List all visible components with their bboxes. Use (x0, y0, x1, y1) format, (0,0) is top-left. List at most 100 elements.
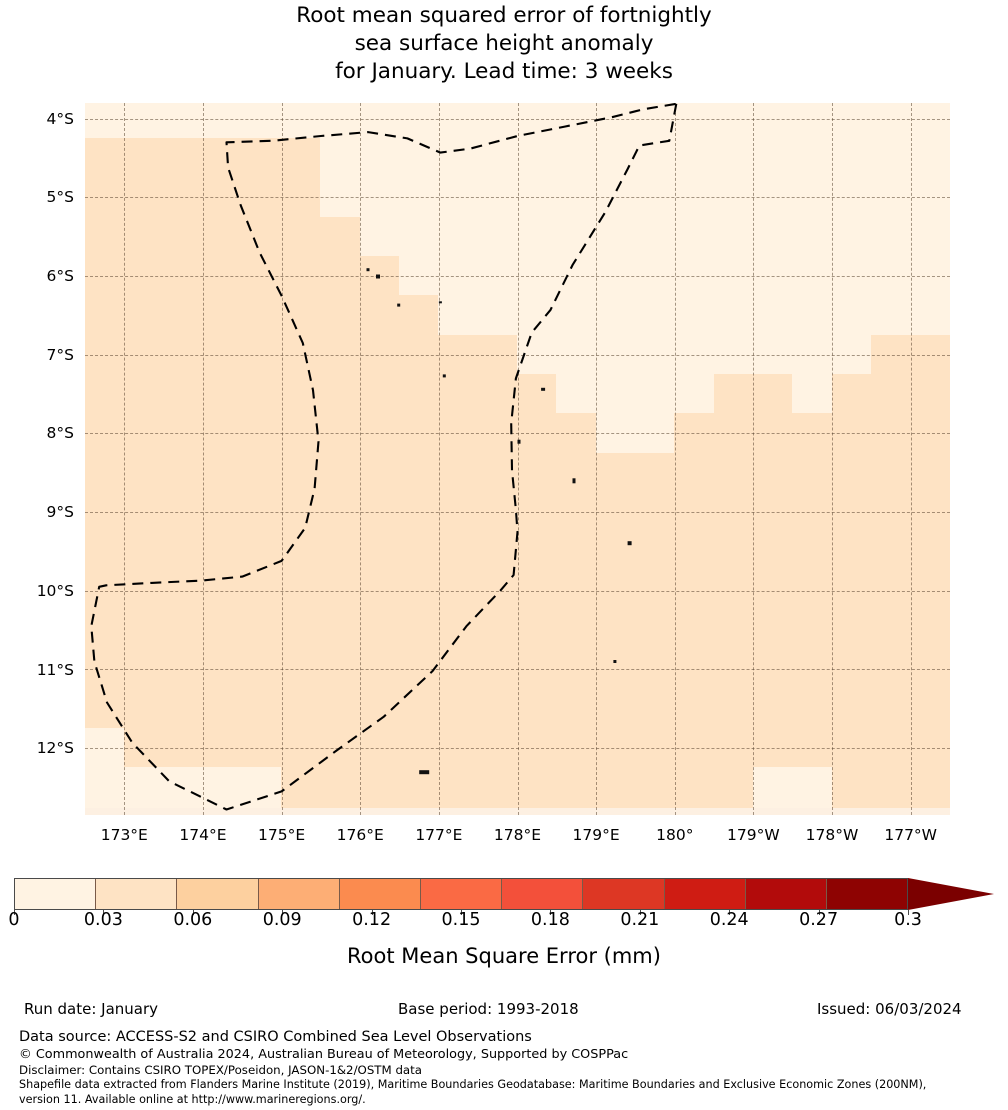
colorbar-tick-mark (729, 910, 731, 915)
colorbar-band[interactable] (177, 879, 259, 909)
colorbar-band[interactable] (583, 879, 665, 909)
colorbar[interactable] (14, 878, 994, 915)
raster-cell (595, 103, 636, 139)
raster-cell (674, 334, 715, 375)
raster-cell (556, 727, 597, 769)
raster-cell (831, 649, 872, 690)
raster-cell (438, 373, 479, 415)
raster-cell (359, 531, 401, 572)
x-axis-tick-label: 173°E (100, 826, 148, 844)
raster-cell (320, 609, 361, 651)
raster-cell (792, 177, 833, 218)
raster-cell (399, 334, 440, 375)
raster-cell (202, 255, 243, 297)
raster-cell (241, 334, 283, 375)
colorbar-band[interactable] (745, 879, 827, 909)
raster-cell (517, 103, 558, 139)
raster-cell (517, 727, 558, 769)
raster-cell (713, 216, 754, 257)
issued-date-text: Issued: 06/03/2024 (817, 1000, 962, 1018)
raster-cell (123, 255, 165, 297)
colorbar-band[interactable] (258, 879, 340, 909)
raster-cell (320, 767, 361, 808)
raster-cell (320, 452, 361, 493)
raster-cell (241, 413, 283, 454)
raster-cell (713, 609, 754, 651)
colorbar-tick-label: 0 (8, 910, 20, 930)
colorbar-bands[interactable] (14, 878, 908, 910)
raster-cell (359, 373, 401, 415)
raster-cell (85, 767, 125, 808)
raster-cell (792, 373, 833, 415)
raster-cell (85, 727, 125, 769)
raster-cell (556, 334, 597, 375)
raster-cell (713, 103, 754, 139)
raster-cell (438, 216, 479, 257)
colorbar-tick-mark (461, 910, 462, 915)
raster-cell (85, 413, 125, 454)
raster-cell (556, 413, 597, 454)
raster-cell (163, 103, 204, 139)
raster-cell (910, 295, 950, 336)
raster-cell (85, 373, 125, 415)
raster-cell (634, 649, 676, 690)
raster-cell (910, 649, 950, 690)
colorbar-tick-mark (103, 910, 105, 915)
raster-cell (870, 177, 912, 218)
raster-cell (674, 531, 715, 572)
raster-cell (792, 531, 833, 572)
raster-cell (438, 255, 479, 297)
raster-cell (713, 295, 754, 336)
colorbar-band[interactable] (826, 879, 908, 909)
raster-cell (556, 688, 597, 729)
raster-cell (517, 531, 558, 572)
raster-cell (359, 295, 401, 336)
raster-cell (163, 413, 204, 454)
raster-cell (870, 413, 912, 454)
raster-cell (674, 255, 715, 297)
raster-cell (870, 295, 912, 336)
colorbar-tick-mark (14, 910, 15, 915)
raster-cell (792, 767, 833, 808)
raster-cell (792, 452, 833, 493)
raster-cell (831, 727, 872, 769)
raster-cell (792, 413, 833, 454)
raster-cell (123, 609, 165, 651)
raster-cell (634, 137, 676, 179)
colorbar-band[interactable] (502, 879, 584, 909)
colorbar-band[interactable] (664, 879, 746, 909)
raster-cell (752, 767, 794, 808)
raster-cell (163, 137, 204, 179)
colorbar-band[interactable] (15, 879, 97, 909)
raster-cell (281, 727, 322, 769)
colorbar-tick-mark (282, 910, 284, 915)
raster-cell (477, 727, 518, 769)
colorbar-band[interactable] (420, 879, 503, 909)
colorbar-band[interactable] (339, 879, 421, 909)
colorbar-tick-label: 0.06 (173, 910, 213, 930)
raster-cell (674, 688, 715, 729)
raster-cell (674, 649, 715, 690)
raster-cell (517, 688, 558, 729)
raster-cell (438, 767, 479, 808)
raster-cell (831, 177, 872, 218)
raster-cell (831, 531, 872, 572)
raster-cell (85, 137, 125, 179)
raster-cell (831, 255, 872, 297)
map-plot (85, 103, 950, 815)
raster-cell (556, 767, 597, 808)
colorbar-band[interactable] (96, 879, 178, 909)
raster-cell (634, 452, 676, 493)
raster-cell (123, 452, 165, 493)
raster-cell (517, 649, 558, 690)
colorbar-tick-mark (550, 910, 552, 915)
raster-cell (910, 137, 950, 179)
y-axis-tick-label: 6°S (46, 267, 74, 286)
raster-cell (713, 767, 754, 808)
raster-cell (634, 413, 676, 454)
colorbar-tick-mark (639, 910, 641, 915)
raster-cell (241, 452, 283, 493)
colorbar-tick-mark (371, 910, 373, 915)
raster-cell (713, 452, 754, 493)
raster-cell (752, 727, 794, 769)
